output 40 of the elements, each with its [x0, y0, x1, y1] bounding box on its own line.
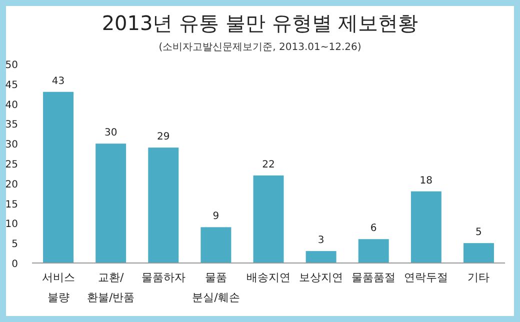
x-tick-label: 배송지연 [246, 271, 290, 284]
y-tick-label: 45 [5, 80, 18, 91]
data-label: 22 [262, 159, 275, 170]
bar [96, 144, 126, 263]
bar [148, 148, 179, 263]
x-tick-label: 물품품절 [352, 271, 396, 284]
y-tick-label: 25 [5, 160, 18, 170]
chart-subtitle: (소비자고발신문제보기준, 2013.01~12.26) [158, 42, 362, 53]
y-tick-label: 15 [5, 199, 18, 210]
y-tick-label: 50 [5, 60, 18, 71]
data-label: 9 [212, 211, 220, 222]
bar [358, 239, 389, 263]
bar [306, 251, 336, 263]
y-tick-label: 30 [5, 140, 18, 151]
data-label: 43 [52, 76, 65, 87]
x-tick-label: 보상지연 [299, 271, 344, 284]
x-tick-label: 기타 [468, 271, 490, 284]
y-tick-label: 0 [12, 259, 18, 270]
bar [463, 243, 494, 263]
y-tick-label: 20 [5, 179, 18, 190]
bar [410, 191, 442, 263]
data-label: 5 [476, 227, 482, 238]
x-tick-label: 교환/ 환불/반품 [86, 271, 135, 304]
data-label: 3 [318, 235, 324, 246]
bar [43, 92, 74, 263]
x-tick-label: 서비스 불량 [42, 271, 75, 304]
data-label: 30 [104, 128, 118, 139]
data-label: 18 [420, 175, 433, 186]
y-tick-label: 5 [12, 239, 18, 250]
y-tick-label: 35 [5, 120, 18, 131]
y-tick-label: 40 [5, 100, 18, 111]
x-tick-label: 물품하자 [141, 271, 186, 284]
x-tick-label: 물품 분실/훼손 [192, 271, 240, 304]
bar [200, 227, 232, 263]
x-tick-label: 연락두절 [404, 271, 448, 284]
chart-title: 2013년 유통 불만 유형별 제보현황 [102, 11, 418, 35]
data-label: 6 [370, 223, 377, 234]
data-label: 29 [157, 132, 170, 143]
y-tick-label: 10 [5, 219, 18, 230]
bar [253, 175, 284, 263]
